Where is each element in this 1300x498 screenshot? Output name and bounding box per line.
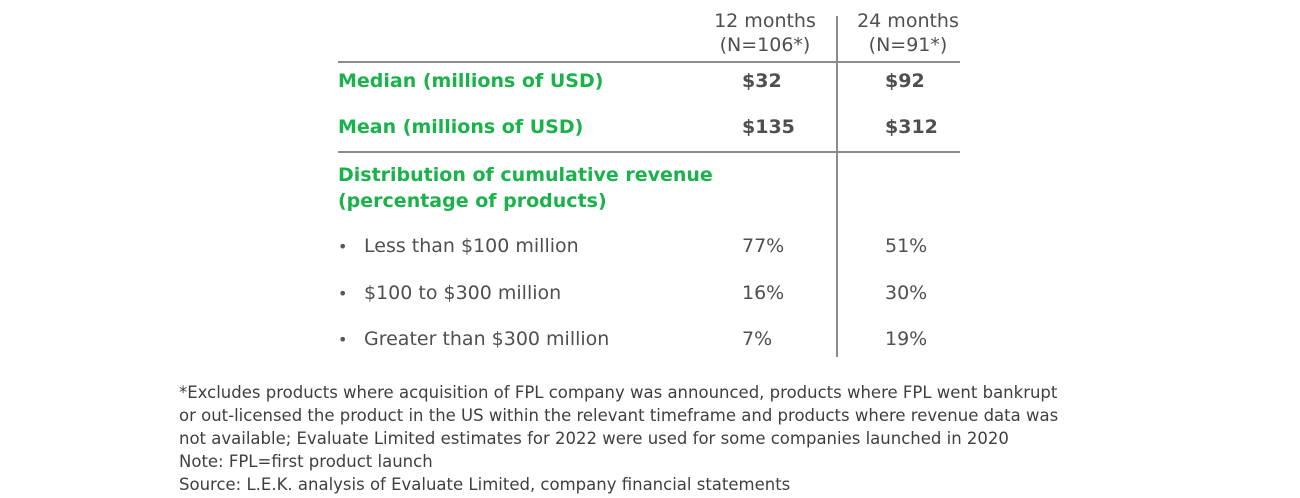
row-label: Less than $100 million [364,235,579,257]
footnote-exclusions-line2: or out-licensed the product in the US wi… [179,406,1059,425]
row-label: $100 to $300 million [364,282,562,304]
row-24m-value: 30% [885,282,928,304]
distribution-heading-line1: Distribution of cumulative revenue [338,164,713,186]
distribution-heading: Distribution of cumulative revenue (perc… [338,162,713,214]
summary-divider [338,151,960,153]
column-header-24-months: 24 months (N=91*) [833,9,983,57]
row-12m-value: 16% [742,282,785,304]
row-12m-value: 77% [742,235,785,257]
footnotes: *Excludes products where acquisition of … [179,381,1058,496]
row-12m-value: 7% [742,328,773,350]
footnote-exclusions-line1: *Excludes products where acquisition of … [179,383,1058,402]
mean-24m-value: $312 [885,116,938,138]
column-header-sample-size: (N=106*) [719,34,811,56]
column-divider [836,16,838,357]
bullet-icon: • [338,237,348,256]
footnote-exclusions-line3: not available; Evaluate Limited estimate… [179,429,1009,448]
column-header-12-months: 12 months (N=106*) [690,9,840,57]
header-divider [338,61,960,63]
column-header-sample-size: (N=91*) [868,34,948,56]
median-24m-value: $92 [885,70,925,92]
median-label: Median (millions of USD) [338,70,604,92]
mean-label: Mean (millions of USD) [338,116,584,138]
median-12m-value: $32 [742,70,782,92]
row-label: Greater than $300 million [364,328,610,350]
footnote-source: Source: L.E.K. analysis of Evaluate Limi… [179,475,791,494]
distribution-heading-line2: (percentage of products) [338,190,607,212]
bullet-icon: • [338,284,348,303]
footnote-note: Note: FPL=first product launch [179,452,433,471]
row-24m-value: 19% [885,328,928,350]
mean-12m-value: $135 [742,116,795,138]
bullet-icon: • [338,330,348,349]
row-24m-value: 51% [885,235,928,257]
column-header-title: 12 months [714,10,816,32]
column-header-title: 24 months [857,10,959,32]
